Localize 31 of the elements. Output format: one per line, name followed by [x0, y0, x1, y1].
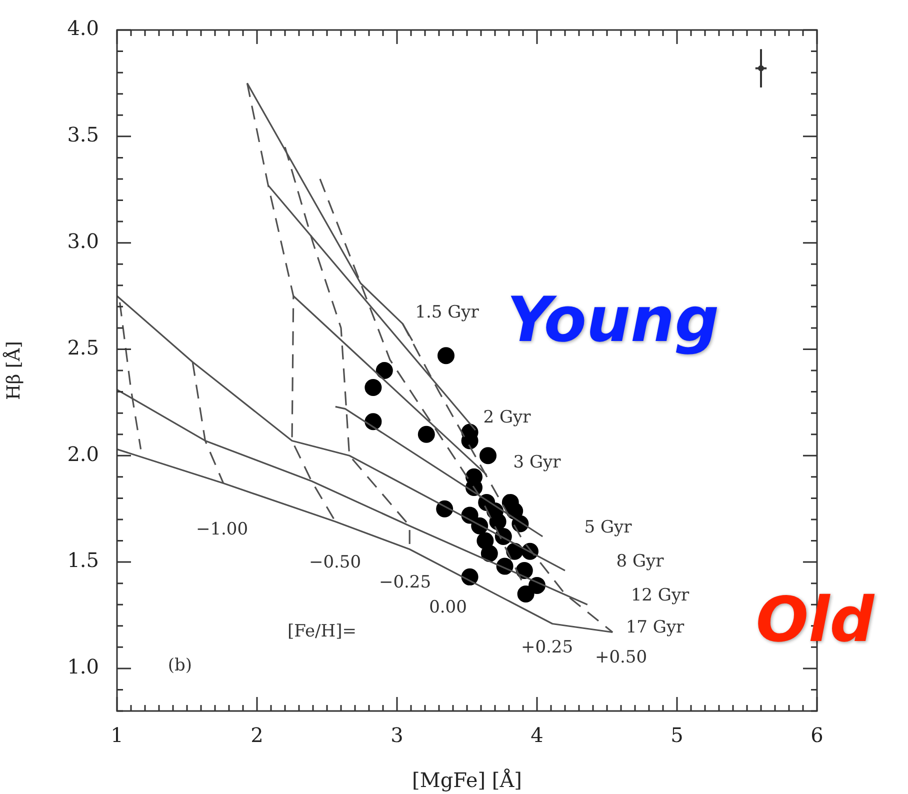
y-tick-label: 4.0 [67, 16, 99, 40]
y-tick-label: 1.0 [67, 654, 99, 679]
y-tick-label: 2.5 [67, 335, 99, 360]
annotation: −0.25 [378, 572, 432, 592]
annotation: 17 Gyr [626, 617, 686, 638]
annotation: (b) [168, 655, 192, 676]
annotation: Young [506, 283, 720, 356]
annotation: −1.00 [196, 519, 248, 540]
x-tick-label: 6 [810, 723, 824, 748]
annotation: 12 Gyr [630, 585, 690, 606]
annotation: −0.50 [308, 552, 362, 572]
annotation: 1.5 Gyr [415, 302, 480, 322]
x-tick-label: 2 [250, 723, 264, 748]
y-tick-label: 3.0 [67, 229, 99, 254]
annotation: 8 Gyr [616, 551, 665, 572]
annotation: 2 Gyr [483, 407, 532, 428]
annotation: [Fe/H]= [288, 621, 356, 642]
annotation: 5 Gyr [584, 517, 633, 538]
annotation: 0.00 [429, 597, 467, 618]
y-tick-label: 2.0 [67, 442, 99, 466]
x-tick-label: 1 [110, 723, 124, 748]
y-axis-title: Hβ [Å] [2, 341, 24, 400]
y-tick-label: 3.5 [67, 122, 99, 147]
x-axis-title: [MgFe] [Å] [412, 768, 522, 792]
annotation: +0.25 [520, 637, 574, 658]
annotation: +0.50 [594, 647, 648, 668]
x-tick-label: 5 [670, 723, 684, 748]
y-tick-label: 1.5 [67, 548, 99, 572]
x-tick-label: 3 [390, 723, 404, 748]
annotation: 3 Gyr [513, 452, 562, 472]
x-tick-label: 4 [530, 723, 544, 748]
